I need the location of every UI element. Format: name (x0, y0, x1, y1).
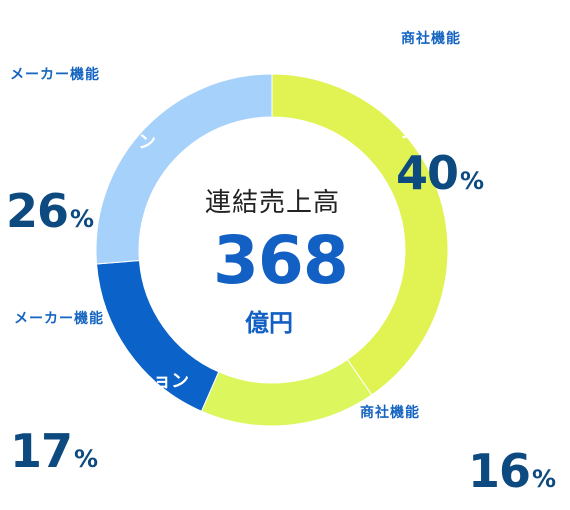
slice-label-trading-2: 商社機能 (360, 405, 420, 421)
slice-percent-value: 17 (10, 424, 73, 478)
ring-text-fragment-3: ション (135, 371, 189, 392)
center-value: 368 (213, 222, 349, 299)
ring-text-fragment-2: ン (400, 122, 418, 143)
slice-percent-trading-2: 16% (468, 444, 556, 498)
center-unit: 億円 (245, 309, 293, 337)
slice-percent-maker-2: 26% (6, 184, 94, 238)
donut-hole (139, 117, 405, 383)
slice-percent-trading-1: 40% (396, 146, 484, 200)
percent-unit: % (70, 205, 95, 233)
percent-unit: % (532, 465, 557, 493)
slice-percent-value: 26 (6, 184, 69, 238)
slice-label-maker-2: メーカー機能 (10, 67, 100, 83)
slice-percent-maker-1: 17% (10, 424, 98, 478)
slice-percent-value: 40 (396, 146, 459, 200)
ring-text-fragment-1: ン (138, 132, 156, 153)
percent-unit: % (460, 167, 485, 195)
center-title: 連結売上高 (205, 188, 341, 218)
slice-percent-value: 16 (468, 444, 531, 498)
slice-label-trading-1: 商社機能 (401, 31, 461, 47)
percent-unit: % (74, 445, 99, 473)
slice-label-maker-1: メーカー機能 (12, 306, 106, 330)
